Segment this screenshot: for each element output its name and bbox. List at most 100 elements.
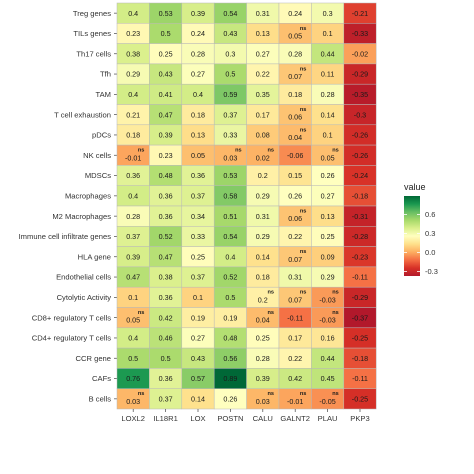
cell-value-label: 0.03	[126, 397, 140, 406]
cell-value-label: 0.5	[225, 70, 235, 79]
ns-annotation: ns	[267, 310, 274, 316]
ns-annotation: ns	[267, 148, 274, 154]
cell-value-label: 0.54	[223, 232, 237, 241]
ns-annotation: ns	[138, 148, 145, 154]
cell-value-label: 0.31	[256, 9, 270, 18]
cell-value-label: 0.03	[223, 153, 237, 162]
legend-tick-label: -0.3	[425, 267, 438, 276]
cell-value-label: 0.17	[288, 334, 302, 343]
cell-value-label: 0.28	[256, 354, 270, 363]
cell-value-label: 0.1	[128, 293, 138, 302]
cell-value-label: 0.39	[126, 252, 140, 261]
cell-value-label: -0.3	[354, 110, 366, 119]
cell-value-label: 0.3	[323, 9, 333, 18]
y-tick-label: B cells	[89, 394, 112, 403]
cell-value-label: -0.06	[287, 151, 303, 160]
cell-value-label: 0.18	[288, 90, 302, 99]
y-axis-labels: Treg genes TILs genes Th17 cells Tfh TAM T ce…	[19, 9, 117, 403]
cell-value-label: -0.11	[352, 374, 368, 383]
ns-annotation: ns	[332, 290, 339, 296]
cell-value-label: 0.04	[288, 133, 302, 142]
ns-annotation: ns	[300, 290, 307, 296]
cell-value-label: 0.39	[159, 131, 173, 140]
cell-value-label: 0.4	[128, 334, 138, 343]
cell-value-label: 0.48	[223, 334, 237, 343]
cell-value-label: 0.03	[256, 397, 270, 406]
cell-value-label: 0.25	[321, 232, 335, 241]
cell-value-label: 0.3	[225, 49, 235, 58]
y-tick-label: HLA gene	[78, 252, 111, 261]
cell-value-label: 0.11	[321, 70, 334, 79]
cell-value-label: 0.28	[191, 49, 205, 58]
x-axis-labels: LOXL2 IL18R1 LOX POSTN CALU GALNT2 PLAU PKP3	[121, 409, 370, 423]
cell-value-label: 0.04	[256, 316, 270, 325]
cell-value-label: 0.08	[256, 131, 270, 140]
cell-value-label: 0.2	[258, 295, 268, 304]
cell-value-label: 0.89	[223, 374, 237, 383]
cell-value-label: 0.17	[256, 110, 270, 119]
legend: value 0.6 0.3 0.0 -0.3	[404, 182, 438, 276]
y-tick-label: Treg genes	[73, 9, 111, 18]
cell-value-label: 0.51	[223, 212, 237, 221]
ns-annotation: ns	[300, 249, 307, 255]
cell-value-label: 0.56	[223, 354, 237, 363]
cell-value-label: 0.22	[288, 354, 302, 363]
cell-value-label: 0.07	[288, 255, 302, 264]
cell-value-label: 0.06	[288, 214, 302, 223]
cell-value-label: 0.58	[223, 191, 237, 200]
cell-value-label: 0.05	[321, 153, 335, 162]
cell-value-label: 0.29	[256, 191, 270, 200]
legend-tick-label: 0.3	[425, 229, 435, 238]
cell-value-label: 0.39	[191, 9, 205, 18]
cell-value-label: 0.27	[191, 70, 205, 79]
cell-value-label: 0.31	[256, 212, 270, 221]
cell-value-label: 0.76	[126, 374, 140, 383]
ns-annotation: ns	[138, 391, 145, 397]
legend-tick-label: 0.6	[425, 210, 435, 219]
x-tick-label: LOX	[190, 414, 205, 423]
cell-value-label: 0.09	[321, 252, 335, 261]
cell-value-label: -0.29	[352, 293, 368, 302]
y-tick-label: pDCs	[92, 131, 111, 140]
ns-annotation: ns	[267, 391, 274, 397]
cell-value-label: -0.21	[352, 9, 368, 18]
x-tick-label: GALNT2	[280, 414, 310, 423]
cell-value-label: 0.2	[258, 171, 268, 180]
cell-value-label: 0.48	[159, 171, 173, 180]
cell-value-label: -0.02	[352, 49, 368, 58]
cell-value-label: 0.42	[159, 313, 173, 322]
cell-value-label: 0.02	[256, 153, 270, 162]
cell-value-label: -0.25	[352, 394, 368, 403]
cell-value-label: -0.18	[352, 354, 368, 363]
cell-value-label: 0.18	[256, 273, 270, 282]
cell-value-label: 0.23	[126, 29, 140, 38]
cell-value-label: -0.26	[352, 151, 368, 160]
cell-value-label: 0.29	[321, 273, 335, 282]
cell-value-label: -0.33	[352, 29, 368, 38]
y-tick-label: Immune cell infiltrate genes	[19, 232, 112, 241]
cell-value-label: -0.25	[352, 334, 368, 343]
cell-value-label: -0.03	[319, 295, 335, 304]
y-tick-label: Cytolytic Activity	[57, 293, 112, 302]
cell-value-label: 0.05	[288, 31, 302, 40]
cell-value-label: 0.33	[191, 232, 205, 241]
legend-ticks: 0.6 0.3 0.0 -0.3	[404, 210, 438, 276]
cell-value-label: 0.46	[159, 334, 173, 343]
heatmap-cells: 0.4 0.53 0.39 0.54 0.31 0.24 0.3 -0.21 0.23 0.5 0.…	[116, 2, 377, 410]
ns-annotation: ns	[300, 107, 307, 113]
y-tick-label: T cell exhaustion	[54, 110, 111, 119]
cell-value-label: 0.44	[321, 49, 335, 58]
x-tick-label: POSTN	[217, 414, 243, 423]
cell-value-label: 0.27	[321, 191, 335, 200]
ns-annotation: ns	[300, 209, 307, 215]
cell-value-label: 0.19	[223, 313, 237, 322]
cell-value-label: -0.35	[352, 90, 368, 99]
cell-value-label: -0.31	[352, 212, 368, 221]
cell-value-label: 0.52	[159, 232, 173, 241]
cell-value-label: 0.43	[159, 70, 173, 79]
cell-value-label: -0.18	[352, 191, 368, 200]
cell-value-label: 0.26	[288, 191, 302, 200]
x-tick-label: PLAU	[318, 414, 338, 423]
cell-value-label: 0.35	[256, 90, 270, 99]
cell-value-label: 0.41	[159, 90, 173, 99]
